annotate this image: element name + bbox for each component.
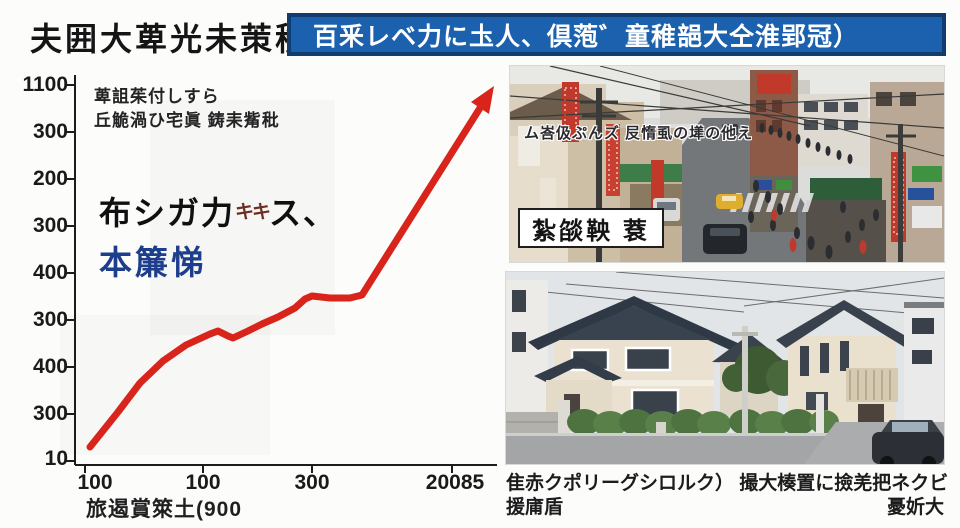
page-title: 夫囲大萆光未茦移 [30, 21, 311, 57]
y-axis-label: 300 [32, 120, 68, 143]
chart-axes [66, 75, 497, 473]
annotation-tail: ス、 [269, 195, 338, 231]
x-axis-label: 300 [294, 471, 330, 494]
telephone-pole [732, 326, 824, 440]
green-awning [610, 164, 682, 182]
pedestrians-red [771, 209, 867, 254]
x-axis-label: 100 [185, 471, 221, 494]
y-axis-label: 300 [32, 402, 68, 425]
y-axis-label: 400 [32, 261, 68, 284]
parked-car [872, 420, 944, 464]
x-axis-caption: 旅遏賞箂土(900 [86, 498, 243, 521]
houses-scene-illustration [506, 272, 944, 464]
chart-annotation-primary: 布シガ力キキス、 [99, 188, 337, 234]
photo-overlay-text: ム峇伋ぷんズ 㞋惰虱の㙚の他え [524, 125, 754, 142]
annotation-small-marks: キキ [235, 202, 271, 223]
green-sign [912, 166, 942, 182]
trend-arrowhead [471, 86, 494, 114]
y-axis-label: 200 [32, 167, 68, 190]
y-axis-label: 300 [32, 214, 68, 237]
x-axis-label: 100 [77, 471, 113, 494]
utility-poles-wires [510, 66, 944, 262]
y-axis-label: 400 [32, 355, 68, 378]
photo-label-box: 紮燄鞅 蔉 [518, 208, 664, 248]
blue-sign [908, 188, 934, 200]
trend-line-series [86, 86, 494, 451]
chart-annotation-secondary: 本簾悌 [99, 244, 207, 281]
chart-note-line1: 萆詛茱付しすら [94, 87, 220, 106]
chart-note-line2: 丘觤渦ひ宅眞 鋳耒觜秕 [94, 111, 280, 130]
photo-caption-line2-right: 憂妡大 [886, 497, 944, 518]
dark-awning [810, 178, 882, 204]
y-axis-label: 300 [32, 308, 68, 331]
red-banner [562, 82, 579, 142]
annotation-head: 布シガ力 [99, 195, 236, 231]
trend-line-chart [66, 75, 497, 473]
photo-caption-line2-left: 援庯盾 [506, 497, 564, 518]
header-banner: 百釆レベ力に圡人、倶萢゛童稚郶大仝淮郢冠） [287, 13, 946, 56]
gate-pillar [558, 400, 570, 438]
x-axis-label: 20085 [425, 471, 485, 494]
photo-caption-line1: 隹赤クポリーグシロルク） 撮大楱置に撿羌把ネクビ [506, 473, 949, 494]
header-banner-text: 百釆レベ力に圡人、倶萢゛童稚郶大仝淮郢冠） [313, 22, 860, 51]
porch-roof [534, 356, 622, 382]
y-axis-label: 1100 [22, 73, 68, 96]
houses-photo [505, 271, 945, 465]
y-axis-label: 10 [44, 447, 68, 470]
street-photo: ム峇伋ぷんズ 㞋惰虱の㙚の他え 紮燄鞅 蔉 [509, 65, 945, 263]
right-building [904, 302, 944, 440]
photo-caption-line2: 援庯盾 憂妡大 [506, 492, 944, 519]
chart-note: 萆詛茱付しすら 丘觤渦ひ宅眞 鋳耒觜秕 [94, 85, 280, 133]
left-building [506, 280, 548, 422]
